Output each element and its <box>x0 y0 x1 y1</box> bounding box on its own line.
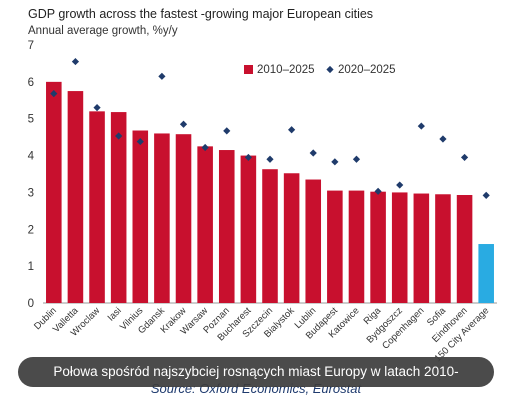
marker-point <box>266 155 274 163</box>
image-caption: Połowa spośród najszybciej rosnących mia… <box>18 357 494 387</box>
bar <box>391 192 408 303</box>
y-tick-label: 4 <box>28 151 35 163</box>
bar <box>478 244 494 303</box>
bar <box>89 111 105 303</box>
bar <box>456 195 473 303</box>
legend-swatch-bar <box>244 65 253 74</box>
bar <box>154 133 170 303</box>
chart-subtitle: Annual average growth, %y/y <box>28 25 178 37</box>
legend-swatch-marker <box>326 65 334 74</box>
legend-label: 2010–2025 <box>257 64 315 76</box>
marker-point <box>179 120 188 128</box>
y-tick-label: 3 <box>28 187 34 199</box>
bar <box>197 146 213 303</box>
bar <box>435 194 451 303</box>
y-tick-label: 0 <box>28 298 34 310</box>
marker-point <box>223 127 231 135</box>
bar <box>327 190 343 303</box>
chart-title: GDP growth across the fastest -growing m… <box>28 7 374 21</box>
marker-point <box>417 122 425 130</box>
marker-point <box>331 158 339 166</box>
marker-point <box>288 126 296 134</box>
marker-point <box>374 187 382 195</box>
marker-point <box>352 155 361 163</box>
marker-point <box>309 149 317 157</box>
bar <box>348 190 365 303</box>
marker-point <box>201 143 209 152</box>
bar <box>67 91 84 303</box>
bar <box>262 169 278 303</box>
bar <box>110 112 127 303</box>
bar <box>370 191 386 303</box>
marker-point <box>439 135 447 143</box>
marker-point <box>158 72 166 80</box>
legend-label: 2020–2025 <box>338 64 396 76</box>
bar <box>240 155 257 303</box>
y-tick-label: 2 <box>28 224 34 236</box>
marker-point <box>396 181 404 189</box>
marker-point <box>136 137 144 146</box>
bar <box>175 134 192 303</box>
marker-point <box>115 132 123 140</box>
marker-point <box>482 191 490 199</box>
y-tick-label: 1 <box>28 261 34 273</box>
marker-point <box>71 57 80 66</box>
y-tick-label: 6 <box>28 77 34 89</box>
bar <box>283 173 300 303</box>
y-tick-label: 5 <box>28 114 34 126</box>
y-tick-label: 7 <box>28 40 34 52</box>
bar <box>218 150 235 303</box>
bar <box>132 130 149 303</box>
bar <box>413 193 430 303</box>
marker-point <box>50 90 58 98</box>
marker-point <box>244 153 252 162</box>
bar <box>46 81 62 303</box>
marker-point <box>93 104 101 112</box>
bar <box>305 179 322 303</box>
marker-point <box>460 153 469 162</box>
